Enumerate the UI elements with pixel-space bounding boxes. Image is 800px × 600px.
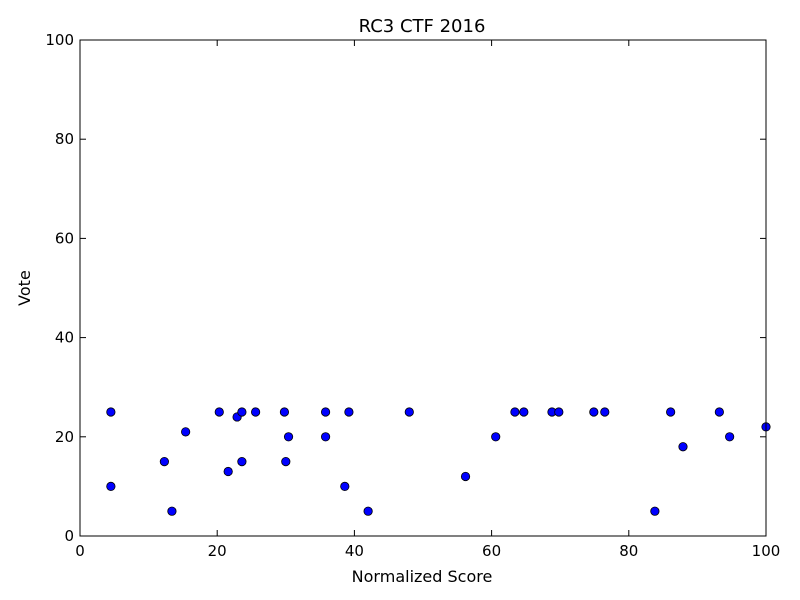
x-tick-label: 40 [345, 542, 364, 560]
data-point [223, 466, 233, 477]
data-point [320, 432, 331, 442]
y-tick-label: 40 [55, 329, 74, 347]
x-axis-label: Normalized Score [352, 567, 493, 586]
data-point [340, 481, 350, 491]
data-point [106, 407, 116, 417]
y-axis-label: Vote [15, 270, 34, 306]
data-point [363, 506, 373, 516]
points-layer [106, 407, 771, 516]
data-point [666, 407, 676, 417]
data-point [678, 442, 688, 452]
y-tick-label: 100 [45, 31, 74, 49]
data-point [283, 432, 294, 442]
data-point [491, 432, 501, 442]
data-point [589, 407, 599, 417]
data-point [554, 407, 564, 417]
data-point [600, 407, 610, 417]
data-point [714, 407, 724, 417]
data-point [460, 471, 471, 482]
y-tick-label: 80 [55, 130, 74, 148]
plot-area-frame [79, 39, 767, 537]
data-point [281, 456, 291, 467]
data-point [159, 456, 169, 467]
data-point [404, 407, 414, 417]
data-point [510, 407, 520, 417]
x-tick-label: 80 [619, 542, 638, 560]
chart-title: RC3 CTF 2016 [359, 16, 486, 37]
data-point [519, 407, 529, 417]
data-point [237, 407, 247, 417]
y-tick-label: 0 [64, 527, 74, 545]
data-point [320, 407, 331, 417]
data-point [214, 407, 224, 417]
y-tick-label: 60 [55, 229, 74, 247]
ticks-layer: 0 20 40 60 80 100 0 20 40 60 80 100 [45, 31, 780, 560]
data-point [251, 407, 261, 417]
x-tick-label: 0 [75, 542, 85, 560]
x-tick-label: 20 [208, 542, 227, 560]
data-point [106, 481, 116, 491]
data-point [725, 432, 735, 442]
x-tick-label: 100 [752, 542, 781, 560]
data-point [167, 506, 177, 516]
data-point [181, 427, 191, 437]
data-point [650, 506, 660, 516]
y-tick-label: 20 [55, 428, 74, 446]
data-point [237, 456, 247, 467]
data-point [279, 407, 290, 417]
data-point [344, 407, 354, 417]
x-tick-label: 60 [482, 542, 501, 560]
